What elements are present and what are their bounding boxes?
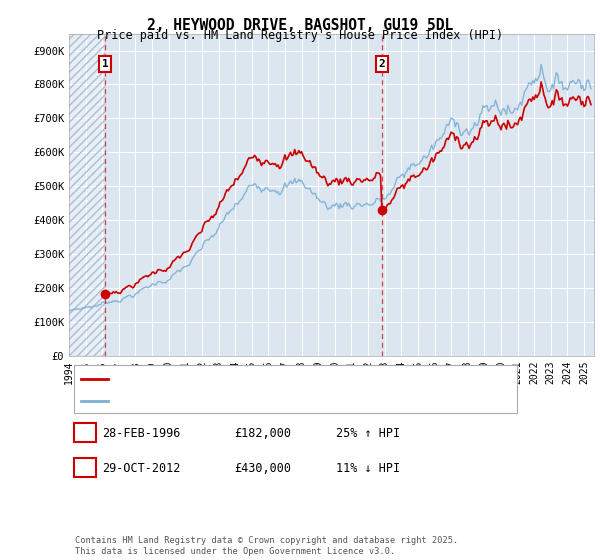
Text: 1: 1 — [82, 428, 88, 438]
Text: Price paid vs. HM Land Registry's House Price Index (HPI): Price paid vs. HM Land Registry's House … — [97, 29, 503, 42]
Text: 2: 2 — [379, 59, 385, 69]
Text: 29-OCT-2012: 29-OCT-2012 — [102, 461, 181, 475]
Text: 2, HEYWOOD DRIVE, BAGSHOT, GU19 5DL: 2, HEYWOOD DRIVE, BAGSHOT, GU19 5DL — [147, 18, 453, 33]
Text: 1: 1 — [101, 59, 108, 69]
Text: £430,000: £430,000 — [234, 461, 291, 475]
Text: £182,000: £182,000 — [234, 427, 291, 440]
Text: 2, HEYWOOD DRIVE, BAGSHOT, GU19 5DL (detached house): 2, HEYWOOD DRIVE, BAGSHOT, GU19 5DL (det… — [115, 374, 440, 384]
Text: 28-FEB-1996: 28-FEB-1996 — [102, 427, 181, 440]
Text: HPI: Average price, detached house, Surrey Heath: HPI: Average price, detached house, Surr… — [115, 396, 415, 407]
Text: 11% ↓ HPI: 11% ↓ HPI — [336, 461, 400, 475]
Text: Contains HM Land Registry data © Crown copyright and database right 2025.
This d: Contains HM Land Registry data © Crown c… — [75, 536, 458, 556]
Text: 25% ↑ HPI: 25% ↑ HPI — [336, 427, 400, 440]
Text: 2: 2 — [82, 463, 88, 473]
